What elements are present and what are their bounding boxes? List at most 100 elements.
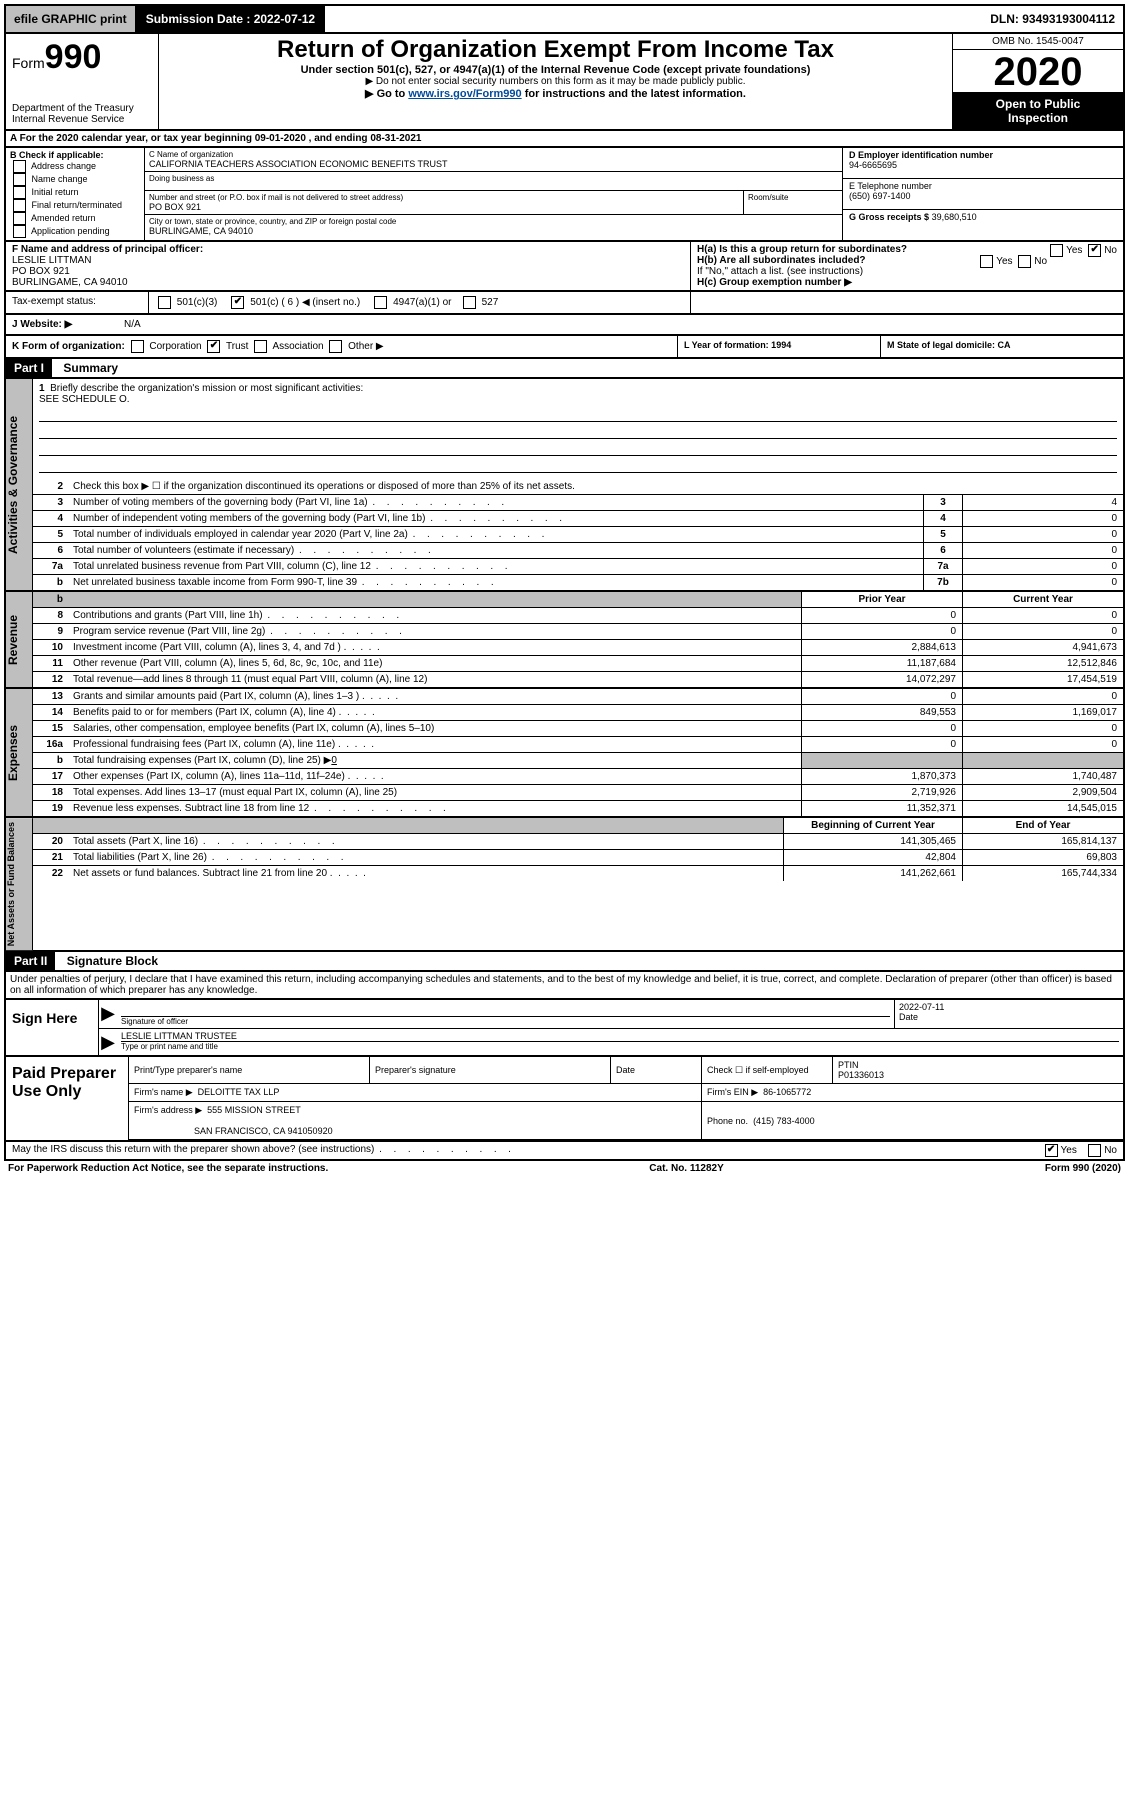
chk-assoc[interactable]	[254, 340, 267, 353]
prep-c2: Preparer's signature	[370, 1057, 611, 1084]
prep-c1: Print/Type preparer's name	[129, 1057, 370, 1084]
no-label: No	[1104, 1145, 1117, 1156]
street-row: Number and street (or P.O. box if mail i…	[145, 191, 842, 215]
part-i-badge: Part I	[6, 359, 52, 377]
line14-curr: 1,169,017	[963, 705, 1124, 721]
yes-label: Yes	[1066, 245, 1082, 256]
chk-label: Amended return	[31, 213, 96, 223]
line11-text: Other revenue (Part VIII, column (A), li…	[69, 656, 802, 672]
phone2-val: (415) 783-4000	[753, 1116, 815, 1126]
i-right-empty	[691, 292, 1123, 313]
block-b-label: B Check if applicable:	[10, 150, 140, 160]
phone2-label: Phone no.	[707, 1116, 748, 1126]
prep-c4: Check ☐ if self-employed	[702, 1057, 833, 1084]
chk-address-change[interactable]: Address change	[10, 160, 140, 173]
line12-curr: 17,454,519	[963, 672, 1124, 688]
irs-link[interactable]: www.irs.gov/Form990	[408, 88, 521, 100]
line21-end: 69,803	[963, 850, 1124, 866]
submission-date-badge: Submission Date : 2022-07-12	[136, 6, 325, 32]
chk-501c-other[interactable]	[231, 296, 244, 309]
line7b-text: Net unrelated business taxable income fr…	[69, 575, 924, 591]
prep-row-3: Firm's address ▶ 555 MISSION STREET SAN …	[129, 1102, 1123, 1140]
discuss-no-chk[interactable]	[1088, 1144, 1101, 1157]
chk-initial-return[interactable]: Initial return	[10, 186, 140, 199]
prep-label: Paid Preparer Use Only	[6, 1057, 129, 1140]
form-subtitle-1: Under section 501(c), 527, or 4947(a)(1)…	[165, 64, 946, 76]
lbl-501c3: 501(c)(3)	[177, 297, 218, 308]
line16b-prior-grey	[802, 753, 963, 769]
form-prefix: Form	[12, 55, 45, 71]
form-990-page: efile GRAPHIC print Submission Date : 20…	[0, 0, 1129, 1180]
firm-phone-cell: Phone no. (415) 783-4000	[702, 1102, 1124, 1140]
part-ii-header-row: Part II Signature Block	[4, 952, 1125, 972]
hb-yesno: Yes No	[977, 255, 1047, 268]
line-7b: bNet unrelated business taxable income f…	[33, 575, 1123, 591]
sig-name-val: LESLIE LITTMAN TRUSTEE	[121, 1031, 1119, 1041]
yes-label: Yes	[996, 256, 1012, 267]
gross-value: 39,680,510	[932, 212, 977, 222]
city-value: BURLINGAME, CA 94010	[149, 226, 838, 236]
efile-print-button[interactable]: efile GRAPHIC print	[6, 6, 136, 32]
line7a-text: Total unrelated business revenue from Pa…	[69, 559, 924, 575]
chk-other[interactable]	[329, 340, 342, 353]
chk-name-change[interactable]: Name change	[10, 173, 140, 186]
arrow-icon: ▶	[99, 1029, 117, 1055]
j-value: N/A	[118, 315, 1123, 334]
chk-4947[interactable]	[374, 296, 387, 309]
room-cell: Room/suite	[744, 191, 842, 214]
city-label: City or town, state or province, country…	[149, 217, 838, 226]
top-bar: efile GRAPHIC print Submission Date : 20…	[4, 4, 1125, 34]
spacer	[325, 6, 982, 32]
chk-label: Name change	[32, 174, 88, 184]
line-15: 15Salaries, other compensation, employee…	[33, 721, 1123, 737]
line15-prior: 0	[802, 721, 963, 737]
sign-here-label: Sign Here	[6, 1000, 99, 1055]
street-value: PO BOX 921	[149, 202, 739, 212]
ha-no-chk[interactable]	[1088, 244, 1101, 257]
chk-final-return[interactable]: Final return/terminated	[10, 199, 140, 212]
form-number-big: 990	[45, 38, 102, 76]
header-right: OMB No. 1545-0047 2020 Open to Public In…	[953, 34, 1123, 129]
chk-corp[interactable]	[131, 340, 144, 353]
chk-527[interactable]	[463, 296, 476, 309]
k-label: K Form of organization:	[12, 341, 125, 352]
line8-text: Contributions and grants (Part VIII, lin…	[69, 608, 802, 624]
header-left: Form990 Department of the Treasury Inter…	[6, 34, 159, 129]
addr1-val: 555 MISSION STREET	[207, 1105, 301, 1115]
hb-yes-chk[interactable]	[980, 255, 993, 268]
hb-no-chk[interactable]	[1018, 255, 1031, 268]
line-17: 17Other expenses (Part IX, column (A), l…	[33, 769, 1123, 785]
line-7a: 7aTotal unrelated business revenue from …	[33, 559, 1123, 575]
chk-amended-return[interactable]: Amended return	[10, 212, 140, 225]
chk-app-pending[interactable]: Application pending	[10, 225, 140, 238]
line-19: 19Revenue less expenses. Subtract line 1…	[33, 801, 1123, 817]
col-d-through-g: D Employer identification number 94-6665…	[843, 148, 1123, 240]
lbl-corp: Corporation	[149, 341, 201, 352]
line16b-text: Total fundraising expenses (Part IX, col…	[69, 753, 802, 769]
chk-label: Application pending	[31, 226, 110, 236]
line7a-val: 0	[963, 559, 1124, 575]
dept-line-1: Department of the Treasury	[12, 103, 152, 114]
block-f-h: F Name and address of principal officer:…	[4, 242, 1125, 292]
block-b-through-g: B Check if applicable: Address change Na…	[4, 148, 1125, 242]
hb-label: H(b) Are all subordinates included?	[697, 255, 866, 266]
street-label: Number and street (or P.O. box if mail i…	[149, 193, 739, 202]
ha-yes-chk[interactable]	[1050, 244, 1063, 257]
line15-text: Salaries, other compensation, employee b…	[69, 721, 802, 737]
sig-name-label: Type or print name and title	[121, 1041, 1119, 1051]
block-f: F Name and address of principal officer:…	[6, 242, 691, 290]
chk-trust[interactable]	[207, 340, 220, 353]
line13-text: Grants and similar amounts paid (Part IX…	[69, 689, 802, 705]
netassets-lines: Beginning of Current Year End of Year 20…	[33, 818, 1123, 881]
row-a-tax-year: A For the 2020 calendar year, or tax yea…	[4, 131, 1125, 148]
underline	[39, 441, 1117, 456]
line17-text: Other expenses (Part IX, column (A), lin…	[69, 769, 802, 785]
discuss-yes-chk[interactable]	[1045, 1144, 1058, 1157]
line20-text: Total assets (Part X, line 16)	[69, 834, 784, 850]
chk-501c3[interactable]	[158, 296, 171, 309]
line17-prior: 1,870,373	[802, 769, 963, 785]
paid-preparer-block: Paid Preparer Use Only Print/Type prepar…	[4, 1057, 1125, 1142]
no-label: No	[1104, 245, 1117, 256]
form-header: Form990 Department of the Treasury Inter…	[4, 34, 1125, 131]
line14-text: Benefits paid to or for members (Part IX…	[69, 705, 802, 721]
